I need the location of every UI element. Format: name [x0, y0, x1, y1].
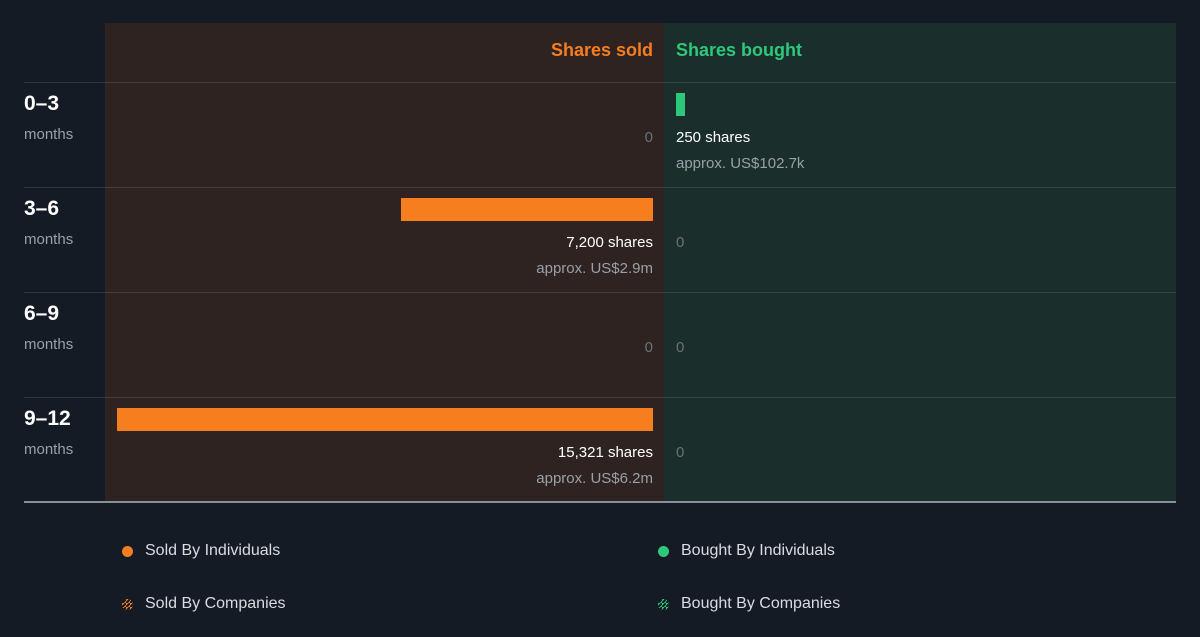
bought-panel — [664, 23, 1176, 502]
legend-label: Sold By Individuals — [145, 542, 281, 559]
bought-bar[interactable] — [676, 93, 685, 116]
orange-dot-icon — [122, 545, 133, 557]
period-unit: months — [24, 441, 74, 458]
row-divider — [24, 187, 1176, 188]
bought-approx-value: approx. US$102.7k — [676, 155, 805, 172]
period-row: 6–9 months 0 0 — [0, 292, 1200, 397]
period-label: 6–9 — [24, 302, 60, 325]
legend-sold-individuals[interactable]: Sold By Individuals — [122, 542, 280, 560]
period-unit: months — [24, 231, 74, 248]
shares-bought-header: Shares bought — [676, 40, 803, 60]
green-dot-icon — [658, 545, 669, 557]
row-divider — [24, 292, 1176, 293]
bought-shares-label: 250 shares — [676, 129, 751, 146]
sold-zero-label: 0 — [644, 129, 653, 146]
bought-zero-label: 0 — [676, 234, 685, 251]
sold-zero-label: 0 — [644, 339, 653, 356]
axis-line — [24, 501, 1176, 503]
orange-hatched-dot-icon — [122, 598, 133, 610]
sold-bar[interactable] — [401, 198, 653, 221]
sold-approx-value: approx. US$2.9m — [536, 260, 653, 277]
period-label: 0–3 — [24, 92, 60, 115]
sold-bar[interactable] — [117, 408, 653, 431]
period-unit: months — [24, 336, 74, 353]
legend-label: Sold By Companies — [145, 595, 286, 612]
legend-bought-individuals[interactable]: Bought By Individuals — [658, 542, 835, 560]
legend-bought-companies[interactable]: Bought By Companies — [658, 595, 840, 613]
legend-label: Bought By Companies — [681, 595, 841, 612]
period-row: 9–12 months 15,321 shares approx. US$6.2m 0 — [0, 397, 1200, 502]
legend-sold-companies[interactable]: Sold By Companies — [122, 595, 286, 613]
shares-sold-header: Shares sold — [550, 40, 653, 60]
bought-zero-label: 0 — [676, 339, 685, 356]
period-unit: months — [24, 126, 74, 143]
sold-shares-label: 15,321 shares — [557, 444, 653, 461]
legend-label: Bought By Individuals — [681, 542, 835, 559]
sold-approx-value: approx. US$6.2m — [536, 470, 653, 487]
row-divider — [24, 82, 1176, 83]
period-label: 9–12 — [24, 407, 71, 430]
sold-shares-label: 7,200 shares — [566, 234, 653, 251]
period-row: 3–6 months 7,200 shares approx. US$2.9m 0 — [0, 187, 1200, 292]
period-row: 0–3 months 0 250 shares approx. US$102.7k — [0, 82, 1200, 187]
period-label: 3–6 — [24, 197, 60, 220]
green-hatched-dot-icon — [658, 598, 669, 610]
row-divider — [24, 397, 1176, 398]
bought-zero-label: 0 — [676, 444, 685, 461]
